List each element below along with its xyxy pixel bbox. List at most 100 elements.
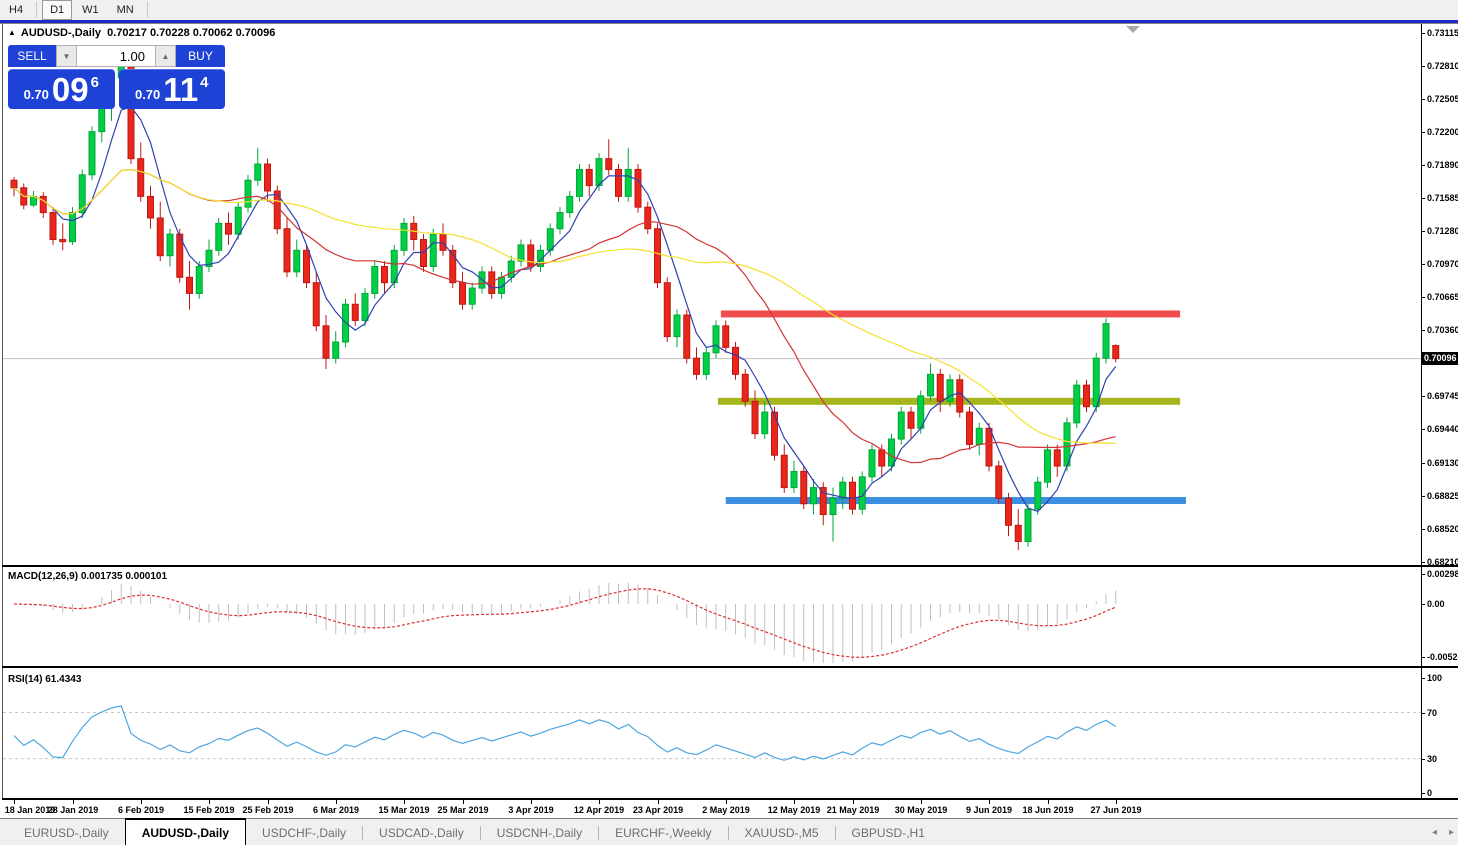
candle-body	[995, 465, 1003, 499]
timeframe-button-w1[interactable]: W1	[82, 4, 99, 16]
chart-left-border	[2, 24, 3, 800]
toolbar-separator	[146, 2, 148, 18]
date-axis-label: 6 Mar 2019	[312, 805, 360, 815]
candle-body	[907, 411, 915, 429]
candle-body	[166, 233, 174, 257]
resistance-band[interactable]	[720, 310, 1181, 318]
macd-main-value: 0.001735	[80, 571, 123, 582]
candle-body	[137, 158, 145, 197]
main-macd-separator[interactable]	[2, 565, 1458, 567]
sell-price-pip: 6	[90, 74, 99, 91]
macd-axis-tick	[1421, 657, 1425, 658]
candle-body	[429, 233, 437, 267]
candle-body	[39, 195, 47, 214]
timeframe-button-h4[interactable]: H4	[9, 4, 24, 16]
price-axis-label: 0.69440	[1427, 424, 1458, 434]
tab-gbpusd-h1[interactable]: GBPUSD-,H1	[851, 825, 925, 840]
price-axis-label: 0.68520	[1427, 524, 1458, 534]
tab-eurchf-weekly[interactable]: EURCHF-,Weekly	[615, 825, 712, 840]
chart-ohlc-quotes: 0.70217 0.70228 0.70062 0.70096	[107, 27, 276, 39]
price-axis-label: 0.70665	[1427, 292, 1458, 302]
candle-body	[790, 470, 798, 489]
date-axis-label: 27 Jun 2019	[1090, 805, 1142, 815]
price-axis-border[interactable]	[1421, 24, 1422, 800]
macd-axis-label: -0.00525	[1427, 652, 1458, 662]
candle-body	[683, 314, 691, 359]
price-axis-label: 0.68210	[1427, 557, 1458, 567]
buy-button[interactable]: BUY	[176, 45, 225, 67]
candle-body	[839, 481, 847, 499]
chart-window-top-border	[0, 23, 1458, 24]
rsi-axis-tick	[1421, 713, 1425, 714]
candle-body	[956, 379, 964, 413]
candle-body	[1034, 481, 1042, 510]
date-axis-label: 2 May 2019	[702, 805, 750, 815]
date-axis-label: 3 Apr 2019	[508, 805, 554, 815]
timeframe-button-mn[interactable]: MN	[116, 4, 134, 16]
candle-body	[303, 249, 310, 284]
one-click-trading-panel: SELL ▼ 1.00 ▲ BUY 0.70 09 6 0.70 11 4	[8, 45, 225, 109]
tab-scroll-left-icon[interactable]: ◂	[1431, 827, 1437, 838]
tab-usdcad-daily[interactable]: USDCAD-,Daily	[379, 825, 464, 840]
candle-body	[459, 282, 466, 305]
macd-signal-value: 0.000101	[125, 571, 168, 582]
date-axis-label: 25 Mar 2019	[437, 805, 489, 815]
tab-scroll-right-icon[interactable]: ▸	[1448, 827, 1454, 838]
date-axis-label: 25 Feb 2019	[242, 805, 294, 815]
rsi-axis-tick	[1421, 759, 1425, 760]
tab-xauusd-m5[interactable]: XAUUSD-,M5	[744, 825, 819, 840]
date-axis-label: 21 May 2019	[826, 805, 880, 815]
main-chart-canvas[interactable]	[3, 24, 1421, 566]
candle-body	[888, 438, 895, 467]
sell-price-button[interactable]: 0.70 09 6	[8, 69, 115, 109]
date-axis-tick	[209, 800, 210, 804]
candle-body	[546, 228, 554, 251]
price-axis-label: 0.69130	[1427, 458, 1458, 468]
date-axis-tick	[921, 800, 922, 804]
date-axis-tick	[853, 800, 854, 804]
tab-separator	[362, 825, 364, 840]
macd-rsi-separator[interactable]	[2, 666, 1458, 668]
date-axis-label: 12 Apr 2019	[573, 805, 625, 815]
tab-separator	[834, 825, 836, 840]
candle-body	[78, 174, 86, 214]
candle-body	[800, 470, 808, 505]
rsi-indicator-canvas[interactable]	[3, 669, 1421, 800]
candle-body	[322, 325, 330, 359]
macd-indicator-canvas[interactable]	[3, 569, 1421, 666]
price-axis-tick	[1421, 165, 1425, 166]
date-axis-label: 15 Mar 2019	[378, 805, 430, 815]
candle-body	[556, 212, 564, 230]
candle-body	[293, 249, 301, 273]
sell-button[interactable]: SELL	[8, 45, 56, 67]
candle-body	[244, 179, 252, 208]
volume-decrease-button[interactable]: ▼	[56, 45, 77, 67]
candle-body	[1092, 357, 1100, 408]
date-axis-tick	[73, 800, 74, 804]
price-axis-tick	[1421, 396, 1425, 397]
volume-increase-button[interactable]: ▲	[155, 45, 176, 67]
volume-input[interactable]: 1.00	[77, 45, 155, 67]
chart-shift-icon[interactable]	[1126, 26, 1140, 33]
candle-body	[205, 249, 213, 267]
support-band[interactable]	[725, 497, 1186, 505]
candle-body	[615, 168, 622, 197]
candle-body	[1005, 497, 1012, 526]
candle-body	[507, 260, 515, 278]
timeframe-button-d1[interactable]: D1	[42, 0, 73, 20]
price-axis-label: 0.72810	[1427, 61, 1458, 71]
rsi-axis-label: 30	[1427, 754, 1438, 764]
rsi-bottom-border	[2, 798, 1458, 800]
tab-eurusd-daily[interactable]: EURUSD-,Daily	[24, 825, 109, 840]
rsi-line	[13, 705, 1117, 761]
tab-usdchf-daily[interactable]: USDCHF-,Daily	[262, 825, 347, 840]
price-axis-tick	[1421, 66, 1425, 67]
buy-price-prefix: 0.70	[134, 87, 161, 102]
candle-body	[654, 228, 661, 284]
tab-usdcnh-daily[interactable]: USDCNH-,Daily	[496, 825, 583, 840]
candle-body	[829, 497, 837, 516]
candle-body	[897, 411, 905, 440]
buy-price-button[interactable]: 0.70 11 4	[118, 69, 225, 109]
tab-audusd-daily[interactable]: AUDUSD-,Daily	[124, 818, 247, 845]
macd-name: MACD(12,26,9)	[8, 571, 79, 582]
